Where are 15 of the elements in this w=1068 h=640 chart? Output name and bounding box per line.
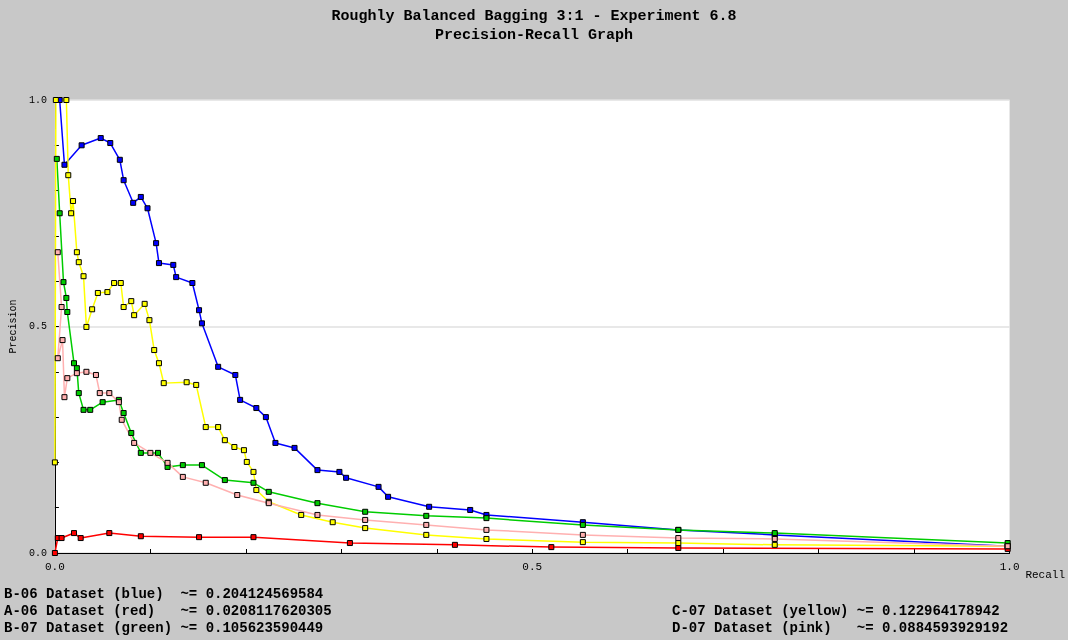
x-tick-label: 0.0	[45, 560, 65, 573]
x-tick-label: 1.0	[999, 560, 1020, 573]
x-axis-title: Recall	[1025, 568, 1065, 581]
y-axis-title: Precision	[7, 299, 19, 354]
x-tick-label: 0.5	[522, 560, 543, 573]
text: B-07 Dataset (green) ~= 0.105623590449	[4, 620, 324, 636]
text: D-07 Dataset (pink) ~= 0.0884593929192	[672, 620, 1009, 636]
chart-title: Roughly Balanced Bagging 3:1 - Experiment 6.8	[331, 8, 737, 25]
text: B-06 Dataset (blue) ~= 0.204124569584	[4, 586, 324, 602]
y-tick-label: 0.5	[28, 321, 47, 332]
text: A-06 Dataset (red) ~= 0.0208117620305	[4, 603, 332, 619]
text: C-07 Dataset (yellow) ~= 0.122964178942	[672, 603, 1000, 619]
y-tick-label: 1.0	[28, 94, 47, 106]
chart-subtitle: Precision-Recall Graph	[434, 27, 634, 44]
y-tick-label: 0.0	[28, 547, 47, 559]
